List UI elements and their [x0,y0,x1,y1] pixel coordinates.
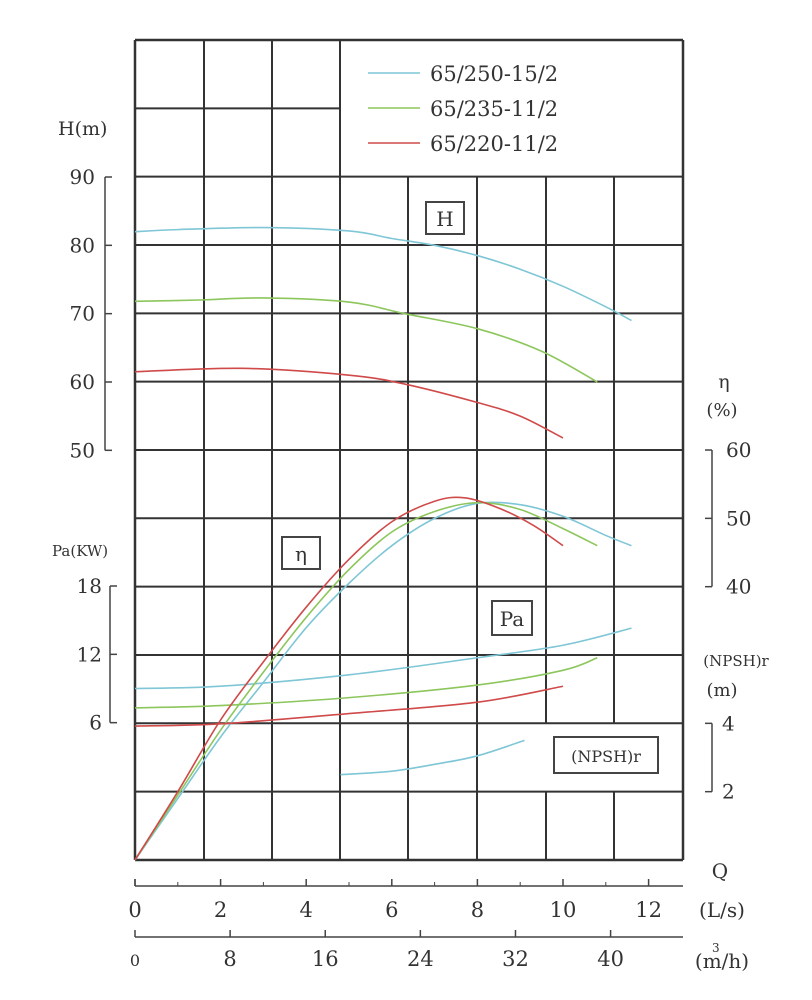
legend-label: 65/220-11/2 [430,132,558,156]
legend: 65/250-15/2 65/235-11/2 65/220-11/2 [368,62,558,156]
curves [134,226,632,861]
x-tick-label-ls: 6 [385,898,398,922]
h-tick-label: 60 [70,370,95,394]
eta-tick-label: 40 [726,575,751,599]
x-tick-label-m3h: 8 [223,947,236,971]
label-box-Pa: Pa [491,600,533,636]
curve-eta-series-0 [134,501,632,861]
eta-axis-unit: (%) [706,400,737,421]
x-tick-label-ls: 8 [471,898,484,922]
curve-Pa-series-1 [134,657,598,709]
x-tick-label-ls: 2 [214,898,227,922]
curve-eta-series-1 [134,501,598,861]
curve-npsh-series-0 [340,739,525,776]
eta-tick-label: 50 [726,506,751,530]
curve-H-series-1 [134,297,598,383]
x-tick-label-ls: 0 [128,898,141,922]
x-tick-label-m3h: 24 [407,947,434,971]
label-box-npsh: (NPSH)r [553,736,659,774]
legend-label: 65/250-15/2 [430,62,558,86]
npsh-axis-title: (NPSH)r [703,652,769,670]
pa-axis-title: Pa(KW) [52,542,108,560]
curve-Pa-series-2 [134,685,564,727]
h-axis-title: H(m) [58,118,107,140]
h-tick-label: 90 [70,165,95,189]
curve-H-series-2 [134,367,564,439]
label-eta: η [295,542,307,566]
x-axis-unit-m3h: (m/h) [695,949,749,973]
npsh-tick-label: 4 [722,711,735,735]
x-tick-label-m3h: 16 [312,947,339,971]
pa-tick-label: 6 [89,711,102,735]
x-axis-unit-ls: (L/s) [699,898,745,922]
label-box-eta: η [281,536,321,570]
x-axis-unit-m3h-base: (m/h) [695,949,749,973]
eta-tick-label: 60 [726,438,751,462]
h-tick-label: 80 [70,233,95,257]
npsh-axis-unit: (m) [706,680,737,701]
pa-tick-label: 12 [77,642,102,666]
x-tick-label-m3h: 40 [597,947,624,971]
x-tick-label-m3h: 32 [502,947,529,971]
x-axis-title: Q [712,859,728,883]
legend-label: 65/235-11/2 [430,97,558,121]
pa-tick-label: 18 [77,574,102,598]
h-tick-label: 70 [70,302,95,326]
npsh-tick-label: 2 [722,780,735,804]
x-axis-unit-m3h-sup: 3 [712,941,720,955]
curve-Pa-series-0 [134,627,632,690]
curve-eta-series-2 [134,496,564,861]
x-tick-label-m3h: 0 [130,951,140,970]
x-tick-label-ls: 10 [550,898,577,922]
h-tick-label: 50 [70,438,95,462]
label-H: H [436,207,453,231]
eta-axis-title: η [718,371,729,393]
curve-H-series-0 [134,226,632,322]
label-box-H: H [425,201,465,235]
label-Pa: Pa [500,607,525,631]
label-npsh: (NPSH)r [571,747,641,766]
x-tick-label-ls: 12 [635,898,662,922]
x-tick-label-ls: 4 [300,898,313,922]
